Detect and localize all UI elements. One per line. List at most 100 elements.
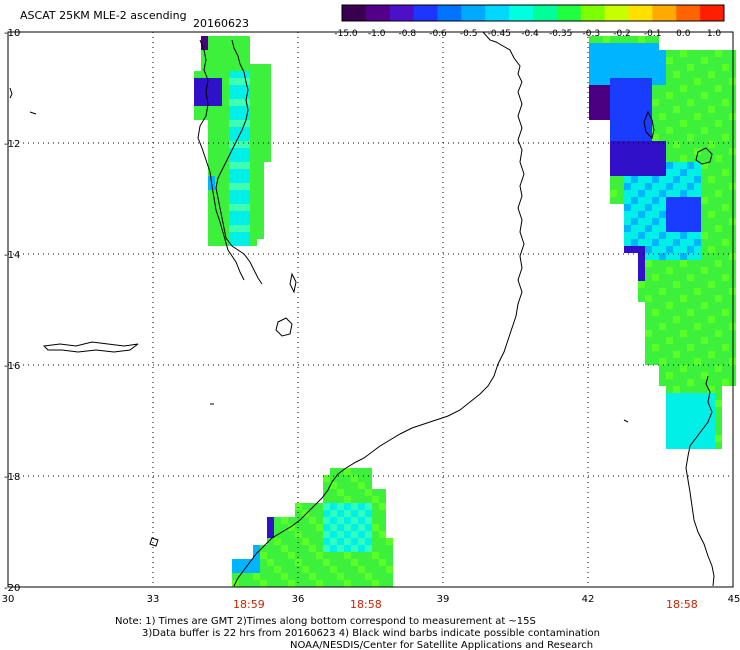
data-cell — [708, 386, 715, 393]
data-cell — [617, 64, 624, 71]
data-cell — [652, 225, 659, 232]
data-cell — [645, 64, 652, 71]
data-cell — [267, 545, 274, 552]
product-date: 20160623 — [193, 17, 249, 30]
data-cell — [659, 253, 666, 260]
data-cell — [330, 573, 337, 580]
data-cell — [337, 482, 344, 489]
data-cell — [645, 316, 652, 323]
data-cell — [344, 573, 351, 580]
data-cell — [243, 127, 250, 134]
data-cell — [673, 57, 680, 64]
data-cell — [659, 323, 666, 330]
data-cell — [232, 566, 239, 573]
colorbar-segment — [437, 5, 462, 21]
data-cell — [687, 78, 694, 85]
data-cell — [365, 482, 372, 489]
data-cell — [624, 127, 631, 134]
data-cell — [701, 393, 708, 400]
data-cell — [708, 113, 715, 120]
data-cell — [680, 99, 687, 106]
data-cell — [673, 106, 680, 113]
data-cell — [631, 239, 638, 246]
data-cell — [302, 566, 309, 573]
data-cell — [694, 197, 701, 204]
data-cell — [645, 176, 652, 183]
data-cell — [645, 309, 652, 316]
data-cell — [645, 351, 652, 358]
data-cell — [257, 120, 264, 127]
data-cell — [215, 190, 222, 197]
data-cell — [250, 211, 257, 218]
data-cell — [229, 169, 236, 176]
data-cell — [257, 155, 264, 162]
data-cell — [666, 218, 673, 225]
data-cell — [722, 106, 729, 113]
data-cell — [701, 435, 708, 442]
data-cell — [687, 155, 694, 162]
data-cell — [589, 106, 596, 113]
data-cell — [274, 538, 281, 545]
data-cell — [652, 127, 659, 134]
data-cell — [715, 442, 722, 449]
data-cell — [722, 190, 729, 197]
data-cell — [372, 524, 379, 531]
data-cell — [194, 85, 201, 92]
data-cell — [201, 71, 208, 78]
data-cell — [694, 239, 701, 246]
data-cell — [673, 295, 680, 302]
data-cell — [652, 92, 659, 99]
data-cell — [659, 113, 666, 120]
data-cell — [694, 330, 701, 337]
data-cell — [680, 127, 687, 134]
data-cell — [243, 43, 250, 50]
data-cell — [715, 106, 722, 113]
data-cell — [617, 183, 624, 190]
data-cell — [673, 281, 680, 288]
data-cell — [208, 197, 215, 204]
data-cell — [309, 545, 316, 552]
data-cell — [715, 148, 722, 155]
data-cell — [715, 57, 722, 64]
coastline-madagascar-west — [685, 375, 715, 587]
map-frame — [7, 31, 734, 588]
data-cell — [281, 517, 288, 524]
data-cell — [631, 211, 638, 218]
data-cell — [344, 552, 351, 559]
data-cell — [208, 141, 215, 148]
data-cell — [610, 78, 617, 85]
data-cell — [617, 43, 624, 50]
data-cell — [673, 386, 680, 393]
data-cell — [589, 85, 596, 92]
data-cell — [666, 141, 673, 148]
data-cell — [680, 260, 687, 267]
data-cell — [694, 155, 701, 162]
data-cell — [229, 78, 236, 85]
data-cell — [302, 545, 309, 552]
data-cell — [358, 566, 365, 573]
data-cell — [708, 120, 715, 127]
data-cell — [222, 64, 229, 71]
data-cell — [680, 267, 687, 274]
data-cell — [302, 531, 309, 538]
data-cell — [194, 92, 201, 99]
data-cell — [715, 211, 722, 218]
data-cell — [281, 538, 288, 545]
data-cell — [295, 531, 302, 538]
data-cell — [316, 503, 323, 510]
data-cell — [229, 197, 236, 204]
data-cell — [673, 372, 680, 379]
data-cell — [631, 204, 638, 211]
data-cell — [652, 57, 659, 64]
data-cell — [250, 190, 257, 197]
data-cell — [680, 344, 687, 351]
data-cell — [680, 225, 687, 232]
data-cell — [610, 148, 617, 155]
data-cell — [323, 559, 330, 566]
data-cell — [229, 92, 236, 99]
data-cell — [379, 573, 386, 580]
data-cell — [645, 323, 652, 330]
data-cell — [250, 176, 257, 183]
data-cell — [666, 78, 673, 85]
longitude-label: 30 — [2, 594, 15, 605]
